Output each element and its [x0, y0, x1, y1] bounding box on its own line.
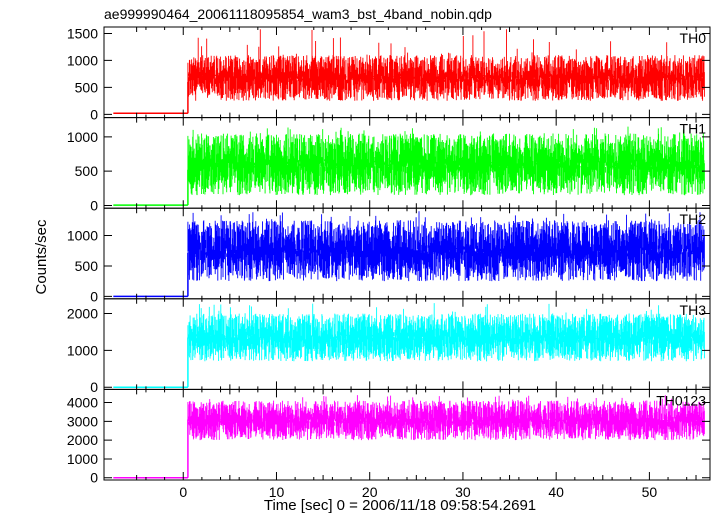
y-axis-label: Counts/sec — [33, 219, 50, 295]
panel-th2: 0 500 1000 TH2 — [67, 207, 711, 304]
x-axis-label: Time [sec] 0 = 2006/11/18 09:58:54.2691 — [264, 497, 536, 514]
y-tick-label: 0 — [90, 197, 98, 213]
y-tick-label: 1000 — [67, 228, 98, 244]
chart-title: ae999990464_20061118095854_wam3_bst_4ban… — [104, 6, 492, 22]
y-tick-label: 500 — [75, 258, 99, 274]
x-tick-label: 10 — [269, 484, 285, 500]
x-tick-label: 50 — [642, 484, 658, 500]
panel-label-th2: TH2 — [680, 211, 707, 227]
series-th1 — [187, 126, 705, 196]
y-tick-label: 0 — [90, 470, 98, 486]
y-tick-label: 0 — [90, 106, 98, 122]
panel-label-th0123: TH0123 — [656, 392, 706, 408]
y-tick-label: 4000 — [67, 395, 98, 411]
y-tick-label: 3000 — [67, 413, 98, 429]
y-tick-label: 0 — [90, 288, 98, 304]
y-tick-label: 2000 — [67, 432, 98, 448]
y-tick-label: 0 — [90, 379, 98, 395]
panel-th0123: 0 1000 2000 3000 4000 TH0123 — [67, 388, 711, 486]
x-tick-label: 0 — [179, 484, 187, 500]
y-tick-label: 1000 — [67, 451, 98, 467]
panel-th1: 0 500 1000 TH1 — [67, 117, 711, 213]
series-th2 — [187, 211, 705, 282]
panel-label-th1: TH1 — [680, 121, 707, 137]
y-tick-label: 500 — [75, 163, 99, 179]
series-th0123 — [187, 395, 705, 441]
y-tick-label: 500 — [75, 79, 99, 95]
y-tick-label: 1000 — [67, 129, 98, 145]
x-tick-label: 30 — [455, 484, 471, 500]
y-tick-label: 1000 — [67, 52, 98, 68]
y-tick-label: 2000 — [67, 306, 98, 322]
y-tick-label: 1500 — [67, 25, 98, 41]
series-th3 — [187, 303, 705, 362]
panel-label-th0: TH0 — [680, 30, 707, 46]
panel-th0: 0 500 1000 1500 TH0 — [67, 25, 711, 122]
panel-label-th3: TH3 — [680, 302, 707, 318]
series-th0 — [187, 29, 705, 101]
x-tick-label: 40 — [548, 484, 564, 500]
x-tick-label: 20 — [362, 484, 378, 500]
panel-th3: 0 1000 2000 TH3 — [67, 298, 711, 395]
y-tick-label: 1000 — [67, 342, 98, 358]
